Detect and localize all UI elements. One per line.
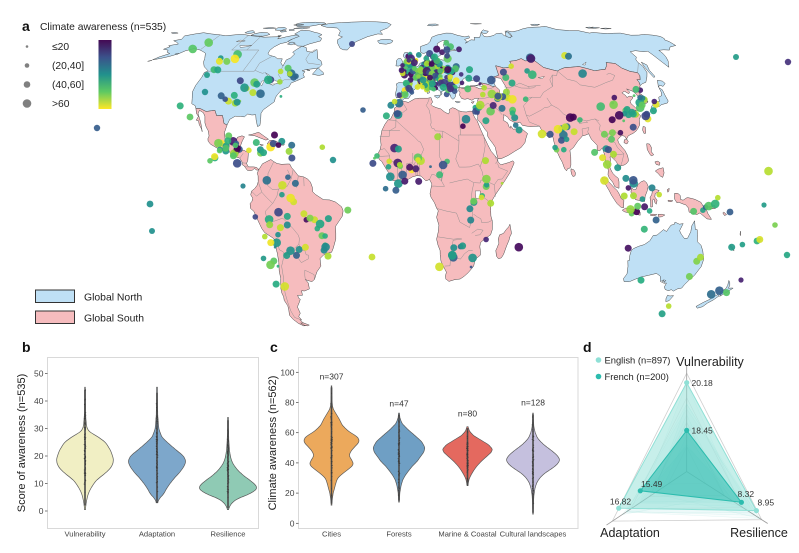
svg-text:20.18: 20.18 <box>692 378 714 388</box>
svg-text:Cities: Cities <box>322 530 341 539</box>
svg-text:10: 10 <box>34 479 44 489</box>
svg-text:>60: >60 <box>52 99 70 110</box>
svg-text:Vulnerability: Vulnerability <box>676 355 744 369</box>
svg-text:Global South: Global South <box>84 314 144 325</box>
svg-text:English (n=897): English (n=897) <box>605 355 671 366</box>
svg-text:Climate awareness (n=562): Climate awareness (n=562) <box>267 376 279 511</box>
svg-text:40: 40 <box>285 458 295 468</box>
svg-text:≤20: ≤20 <box>52 42 69 53</box>
svg-text:80: 80 <box>285 398 295 408</box>
svg-text:100: 100 <box>280 367 294 377</box>
svg-text:Resilience: Resilience <box>210 530 245 539</box>
svg-text:0: 0 <box>39 506 44 516</box>
svg-text:(40,60]: (40,60] <box>52 80 84 91</box>
svg-text:Global North: Global North <box>84 293 143 304</box>
svg-text:20: 20 <box>34 451 44 461</box>
svg-text:20: 20 <box>285 488 295 498</box>
svg-text:18.45: 18.45 <box>692 426 714 436</box>
svg-text:d: d <box>583 339 592 355</box>
svg-text:0: 0 <box>290 518 295 528</box>
svg-text:Adaptation: Adaptation <box>600 526 660 540</box>
svg-text:15.49: 15.49 <box>641 479 663 489</box>
svg-text:a: a <box>22 18 30 34</box>
svg-text:c: c <box>270 339 278 355</box>
svg-text:Cultural landscapes: Cultural landscapes <box>500 530 567 539</box>
svg-text:Forests: Forests <box>386 530 412 539</box>
svg-text:40: 40 <box>34 396 44 406</box>
svg-text:8.95: 8.95 <box>758 498 775 508</box>
svg-text:n=80: n=80 <box>458 409 477 419</box>
svg-text:Score of awareness (n=535): Score of awareness (n=535) <box>16 374 28 513</box>
svg-text:Climate awareness (n=535): Climate awareness (n=535) <box>40 22 166 33</box>
svg-text:50: 50 <box>34 369 44 379</box>
svg-text:French (n=200): French (n=200) <box>605 371 669 382</box>
svg-text:n=47: n=47 <box>389 399 408 409</box>
svg-text:8.32: 8.32 <box>738 489 755 499</box>
svg-text:Vulnerability: Vulnerability <box>64 530 105 539</box>
svg-text:Marine & Coastal: Marine & Coastal <box>438 530 497 539</box>
svg-text:n=307: n=307 <box>320 372 344 382</box>
svg-text:b: b <box>22 339 31 355</box>
svg-text:(20,40]: (20,40] <box>52 61 84 72</box>
svg-text:Adaptation: Adaptation <box>139 530 175 539</box>
svg-text:16.82: 16.82 <box>610 497 632 507</box>
svg-text:Resilience: Resilience <box>730 526 788 540</box>
svg-text:30: 30 <box>34 424 44 434</box>
svg-text:n=128: n=128 <box>521 398 545 408</box>
svg-text:60: 60 <box>285 428 295 438</box>
